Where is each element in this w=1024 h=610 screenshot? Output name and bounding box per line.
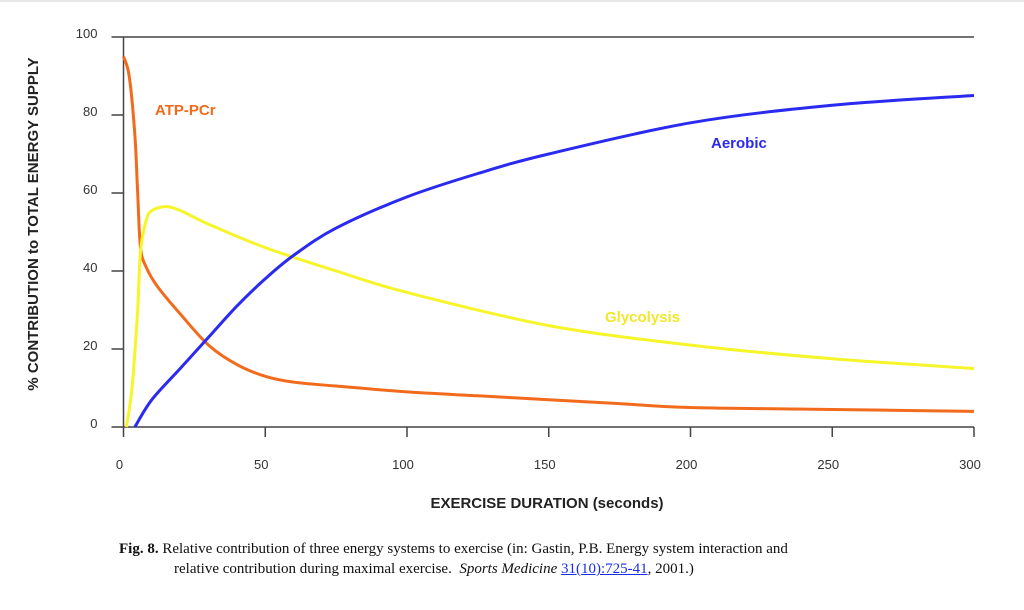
label-glycolysis: Glycolysis [605, 309, 680, 326]
x-axis-label: EXERCISE DURATION (seconds) [430, 495, 663, 512]
x-tick-label: 250 [817, 457, 839, 472]
chart: 0 20 40 60 80 100 0 50 100 150 200 250 300 EXERCISE … [25, 26, 981, 512]
y-tick-label: 60 [83, 182, 97, 197]
caption-line1: Relative contribution of three energy sy… [162, 541, 788, 557]
y-tick-label: 80 [83, 104, 97, 119]
y-tick-label: 40 [83, 260, 97, 275]
y-axis-label: % CONTRIBUTION to TOTAL ENERGY SUPPLY [25, 57, 42, 390]
caption-fig-number: Fig. 8. [119, 541, 159, 557]
caption-journal: Sports Medicine [459, 561, 558, 577]
series-line-glycolysis [124, 205, 975, 428]
caption-tail: , 2001.) [647, 561, 694, 577]
label-atp-pcr: ATP-PCr [155, 102, 216, 119]
reference-link[interactable]: 31(10):725-41 [560, 561, 648, 577]
series-line-aerobic [133, 94, 975, 428]
x-tick-label: 200 [676, 457, 698, 472]
axis-frame [122, 36, 974, 428]
x-tick-label: 300 [959, 457, 981, 472]
x-tick-label: 150 [534, 457, 556, 472]
figure-caption: Fig. 8. Relative contribution of three e… [119, 539, 989, 579]
x-tick-label: 50 [254, 457, 268, 472]
caption-line2: relative contribution during maximal exe… [174, 561, 452, 577]
x-tick-label: 0 [116, 457, 123, 472]
y-tick-label: 100 [76, 26, 98, 41]
y-tick-label: 20 [83, 338, 97, 353]
x-tick-label: 100 [392, 457, 414, 472]
label-aerobic: Aerobic [711, 135, 767, 152]
y-tick-label: 0 [90, 416, 97, 431]
series-line-atp-pcr [122, 56, 975, 413]
